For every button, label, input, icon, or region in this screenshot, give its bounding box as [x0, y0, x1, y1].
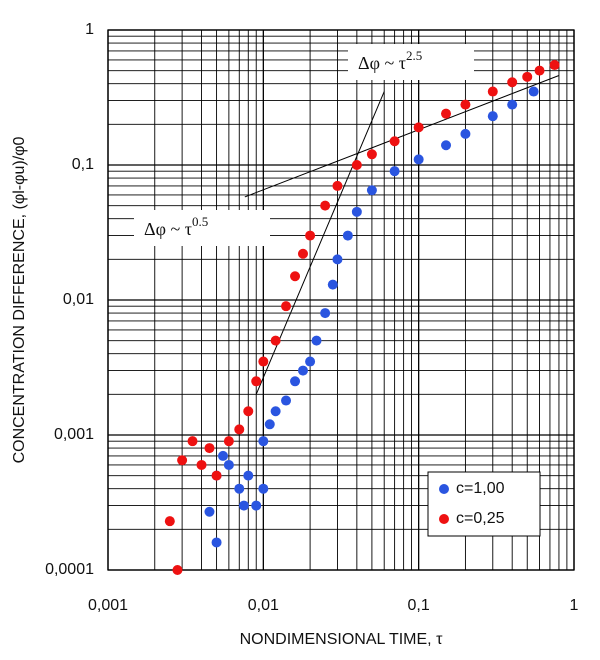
data-point: [441, 140, 452, 151]
data-point: [258, 483, 269, 494]
data-point: [534, 65, 545, 76]
data-point: [258, 436, 269, 447]
data-point: [281, 395, 292, 406]
reference-line: [244, 75, 560, 198]
data-point: [507, 99, 518, 110]
annotation: Δφ ~ τ2.5: [358, 48, 422, 73]
data-point: [528, 86, 539, 97]
data-point: [389, 136, 400, 147]
data-point: [487, 86, 498, 97]
data-point: [258, 356, 269, 367]
data-point: [238, 500, 249, 511]
x-tick-label: 0,001: [88, 597, 128, 614]
legend-box: [427, 471, 541, 537]
x-tick-label: 1: [570, 597, 579, 614]
annotation-text: Δφ ~ τ: [358, 53, 406, 73]
data-point: [196, 459, 207, 470]
y-tick-label: 0,0001: [45, 561, 94, 578]
x-axis-title: NONDIMENSIONAL TIME, τ: [240, 631, 443, 648]
data-point: [389, 166, 400, 177]
annotation-box: [134, 210, 270, 246]
data-point: [297, 365, 308, 376]
y-tick-label: 1: [85, 21, 94, 38]
data-point: [281, 301, 292, 312]
plot-border: [107, 29, 575, 571]
data-point: [413, 122, 424, 133]
data-point: [320, 308, 331, 319]
data-point: [311, 335, 322, 346]
data-point: [204, 506, 215, 517]
data-point: [264, 419, 275, 430]
data-point: [332, 254, 343, 265]
data-point: [460, 128, 471, 139]
data-point: [177, 455, 188, 466]
data-point: [251, 376, 262, 387]
annotation-text: Δφ ~ τ: [144, 219, 192, 239]
data-point: [204, 443, 215, 454]
data-point: [243, 470, 254, 481]
data-point: [290, 376, 301, 387]
y-tick-label: 0,001: [54, 426, 94, 443]
y-tick-label: 0,1: [72, 156, 94, 173]
y-tick-label: 0,01: [63, 291, 94, 308]
annotation-box: [348, 44, 474, 80]
data-point: [234, 424, 245, 435]
data-point: [270, 406, 281, 417]
data-point: [234, 483, 245, 494]
data-point: [366, 149, 377, 160]
data-point: [172, 565, 183, 575]
data-point: [223, 459, 234, 470]
data-point: [549, 60, 560, 71]
data-point: [164, 516, 175, 527]
data-point: [218, 450, 229, 461]
data-point: [223, 436, 234, 447]
data-point: [320, 200, 331, 211]
data-point: [290, 271, 301, 282]
data-point: [351, 206, 362, 217]
y-axis-title: CONCENTRATION DIFFERENCE, (φl-φu)/φ0: [11, 136, 28, 463]
data-point: [366, 185, 377, 196]
data-point: [211, 537, 222, 548]
data-point: [211, 470, 222, 481]
data-point: [243, 406, 254, 417]
annotation-exponent: 2.5: [406, 48, 422, 63]
data-point: [327, 279, 338, 290]
legend-marker: [439, 514, 449, 524]
data-point: [187, 436, 198, 447]
annotation-exponent: 0.5: [192, 214, 208, 229]
annotation: Δφ ~ τ0.5: [144, 214, 208, 239]
data-point: [270, 335, 281, 346]
data-point: [332, 180, 343, 191]
data-point: [487, 111, 498, 122]
x-tick-label: 0,01: [248, 597, 279, 614]
data-point: [522, 71, 533, 82]
legend-marker: [439, 484, 449, 494]
data-point: [441, 108, 452, 119]
legend-label: c=1,00: [456, 480, 505, 497]
data-point: [305, 356, 316, 367]
legend-label: c=0,25: [456, 510, 505, 527]
data-point: [342, 230, 353, 241]
data-point: [351, 160, 362, 170]
x-tick-label: 0,1: [408, 597, 430, 614]
data-point: [251, 500, 262, 511]
data-point: [305, 230, 316, 241]
data-point: [507, 77, 518, 88]
data-point: [413, 154, 424, 165]
data-point: [460, 99, 471, 110]
data-point: [297, 248, 308, 259]
